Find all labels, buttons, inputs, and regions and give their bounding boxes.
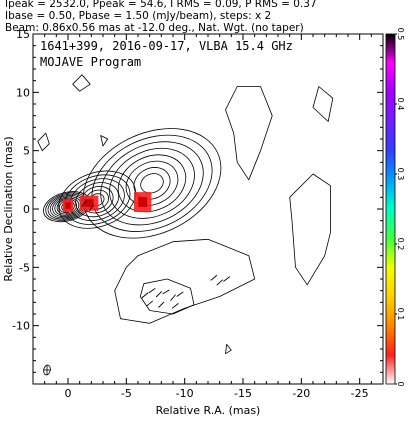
colorbar-tick-label: 0.1 (396, 308, 405, 321)
x-axis-label: Relative R.A. (mas) (156, 404, 261, 417)
contour-line (225, 343, 232, 355)
polarization-vector (146, 300, 154, 307)
polarization-vector (216, 279, 223, 286)
x-tick-label: -10 (176, 387, 194, 400)
colorbar-tick-label: 0 (396, 381, 405, 386)
y-tick-label: 10 (16, 86, 30, 99)
y-tick-label: 0 (23, 203, 30, 216)
header-line-1: Ipeak = 2532.0, Ppeak = 54.6, I RMS = 0.… (5, 0, 317, 10)
y-tick-label: -10 (12, 320, 30, 333)
y-axis-label: Relative Declination (mas) (2, 136, 15, 281)
contour-line (100, 135, 109, 147)
polarization-vector (162, 289, 170, 295)
contour-line (72, 74, 91, 92)
contour-line (100, 141, 204, 226)
x-tick-label: -25 (351, 387, 369, 400)
polarization-vector (88, 204, 94, 212)
polarization-vector (171, 303, 179, 309)
contour-line (117, 154, 187, 213)
polarization-vector (148, 288, 156, 294)
polarization-vector (141, 292, 149, 299)
contour-line (225, 86, 273, 181)
polarization-vector (170, 294, 176, 302)
header-line-3: Beam: 0.86x0.56 mas at -12.0 deg., Nat. … (5, 22, 304, 34)
contour-line (75, 182, 120, 218)
contour-line (114, 238, 256, 324)
contour-line (91, 134, 213, 232)
polarization-vector (176, 291, 184, 297)
polarization-vector (210, 274, 218, 281)
colorbar-tick-label: 0.2 (396, 238, 405, 251)
contour-line (58, 170, 136, 229)
chart-title-line-2: MOJAVE Program (40, 55, 141, 69)
polarization-vector (155, 291, 163, 298)
colorbar-tick-label: 0.5 (396, 28, 405, 41)
polarization-vector (223, 276, 231, 282)
colorbar-gradient (385, 33, 396, 385)
x-tick-label: -20 (292, 387, 310, 400)
colorbar: 0 0.1 0.2 0.3 0.4 0.5 (385, 28, 405, 387)
polarization-vector (81, 199, 87, 207)
contour-line (125, 160, 179, 206)
contour-line (133, 167, 171, 200)
colorbar-tick-label: 0.3 (396, 168, 405, 181)
contour-line (37, 132, 50, 152)
y-tick-label: -5 (19, 261, 30, 274)
contour-line (54, 197, 80, 216)
x-tick-label: 0 (65, 387, 72, 400)
y-tick-label: 5 (23, 145, 30, 158)
contour-line (82, 128, 222, 239)
contour-line (312, 86, 334, 122)
polarization-region-core (138, 197, 148, 207)
contour-line (140, 173, 164, 194)
polarization-vector (158, 301, 165, 308)
polarization-region-core (84, 199, 94, 207)
colorbar-tick-label: 0.4 (396, 98, 405, 111)
beam-ellipse (43, 364, 51, 376)
chart-title-line-1: 1641+399, 2016-09-17, VLBA 15.4 GHz (40, 39, 293, 53)
header-line-2: Ibase = 0.50, Pbase = 1.50 (mJy/beam), s… (5, 10, 272, 22)
contour-line (289, 173, 331, 286)
x-tick-label: -15 (234, 387, 252, 400)
contour-line (109, 147, 195, 219)
y-tick-label: 15 (16, 28, 30, 41)
polarization-region-core (65, 202, 71, 209)
contour-line (139, 278, 195, 315)
x-tick-label: -5 (121, 387, 132, 400)
